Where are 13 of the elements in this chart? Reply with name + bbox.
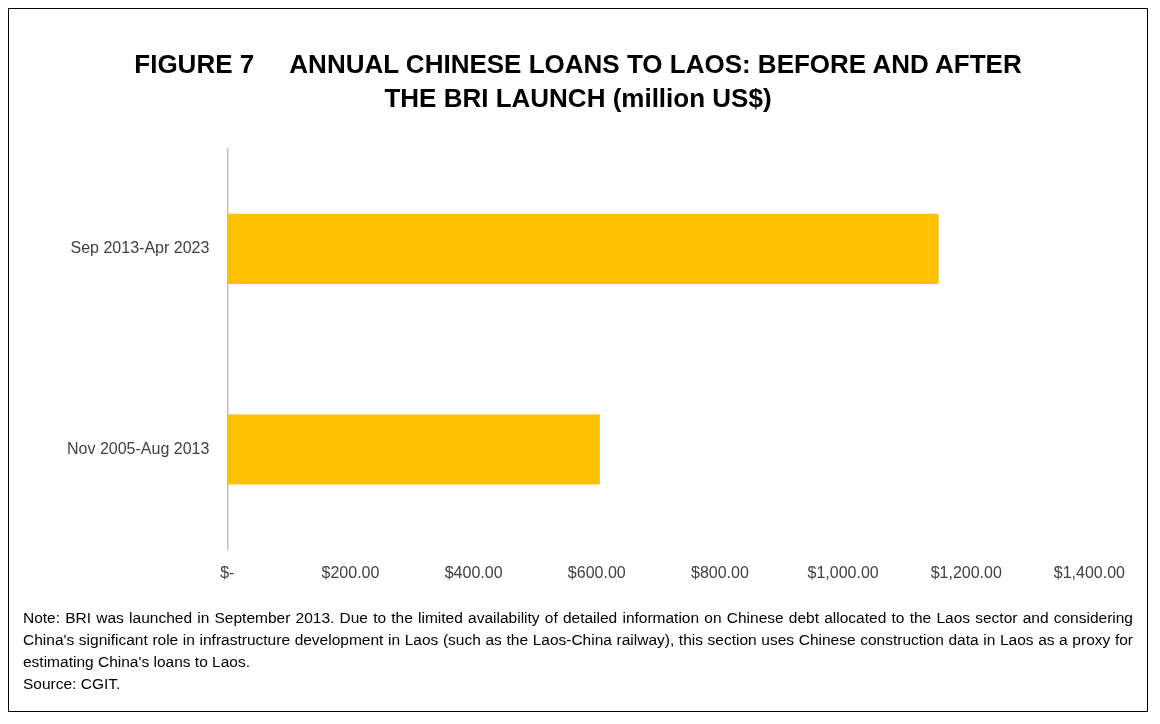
x-tick-label: $400.00 <box>444 563 503 581</box>
x-tick-label: $- <box>220 563 235 581</box>
x-tick-label: $200.00 <box>321 563 380 581</box>
chart-title: FIGURE 7 ANNUAL CHINESE LOANS TO LAOS: BEFORE AND AFTER THE BRI LAUNCH (million US$) <box>133 48 1023 115</box>
y-tick-label: Sep 2013-Apr 2023 <box>70 239 210 257</box>
source-note: Source: CGIT. <box>23 674 122 694</box>
x-tick-label: $1,000.00 <box>807 563 879 581</box>
x-tick-label: $800.00 <box>691 563 749 581</box>
x-tick-label: $1,200.00 <box>930 563 1002 581</box>
text: Note: BRI was launched in September 2013. Due to the limited availability of detailed information on Chinese debt allocated to the Laos sector and considering China's significant role in infrastructure development in Laos (such as the Laos-China railway), this section uses Chinese construction data in Laos as a proxy for estimating China's loans to Laos. <box>23 608 1133 672</box>
x-tick-label: $1,400.00 <box>1053 563 1126 581</box>
x-tick-label: $600.00 <box>567 563 626 581</box>
y-tick-label: Nov 2005-Aug 2013 <box>67 439 210 457</box>
